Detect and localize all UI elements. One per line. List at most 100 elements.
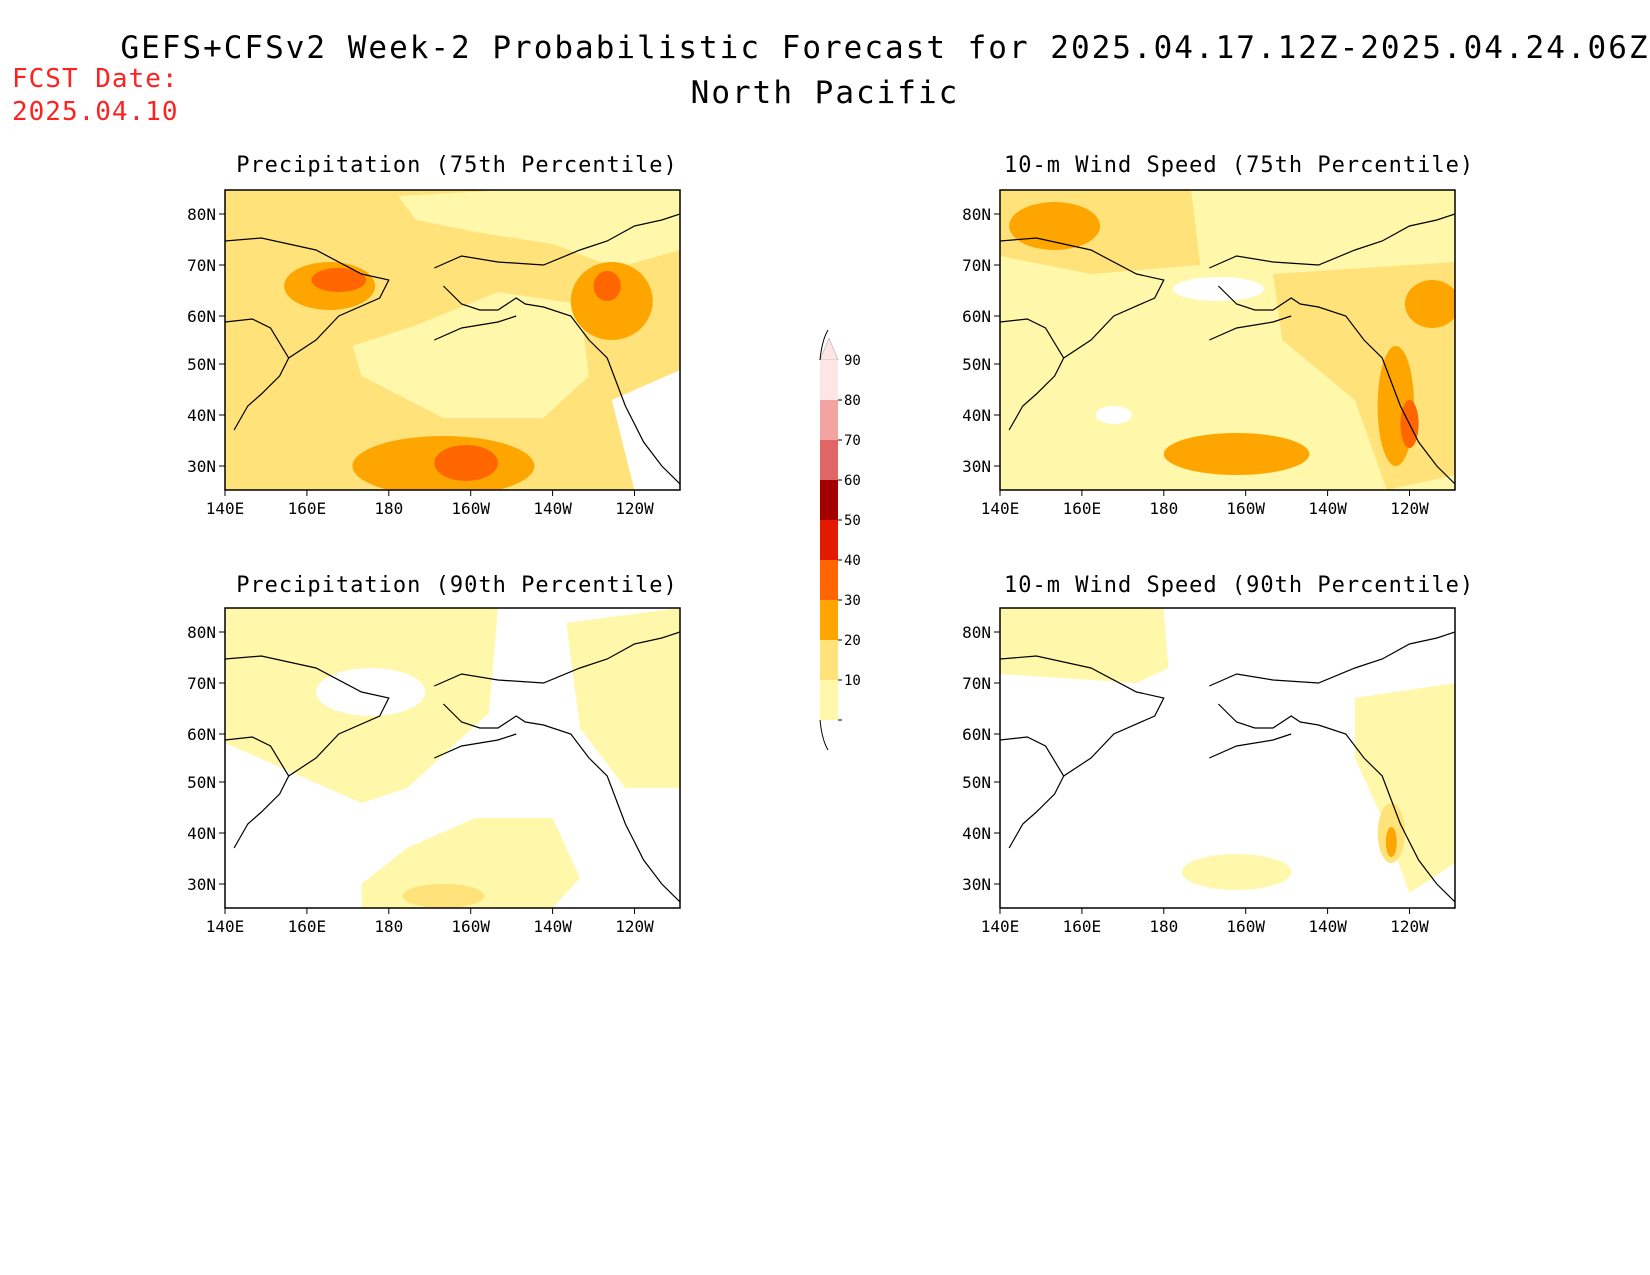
coastline [1000,213,1455,485]
lon-tick-label: 160E [288,917,327,936]
map-wind75: 140E 160E 180 160W 140W 120W 80N 70N 60N 50N 40N 30… [962,189,1456,518]
coastline-path [434,631,680,687]
lon-tick-label: 140E [206,499,245,518]
map-panel-precip75: 140E 160E 180 160W 140W 120W 80N 70N 60N 50N 40N 30… [170,185,710,525]
map-panel-wind90: 140E 160E 180 160W 140W 120W 80N 70N 60N 50N 40N 30… [945,603,1485,943]
lat-tick-label: 70N [187,674,216,693]
shading-mid [570,262,653,340]
colorbar-swatch [820,400,838,440]
colorbar-cap-top [819,337,839,361]
lon-tick-label: 180 [1149,499,1178,518]
lon-tick-label: 120W [615,499,654,518]
lat-tick-label: 40N [962,406,991,425]
lat-tick-label: 70N [962,256,991,275]
lat-tick-label: 60N [962,307,991,326]
lat-tick-label: 60N [962,725,991,744]
fcst-date-value: 2025.04.10 [12,97,179,127]
lat-tick-label: 40N [187,406,216,425]
coastline-path [1209,315,1292,341]
lat-tick-label: 60N [187,725,216,744]
panel-title-wind90: 10-m Wind Speed (90th Percentile) [1004,573,1475,598]
coastline [225,631,680,903]
page-title: GEFS+CFSv2 Week-2 Probabilistic Forecast… [120,30,1650,66]
lon-tick-label: 120W [1390,917,1429,936]
shading-light [352,292,589,418]
shading-high [434,445,498,481]
lon-tick-label: 180 [1149,917,1178,936]
colorbar-swatch [820,680,838,720]
coastline-path [434,315,517,341]
lat-tick-label: 60N [187,307,216,326]
coastline-path [1209,213,1455,269]
lon-tick-label: 140W [1308,499,1347,518]
coastline-path [442,703,680,903]
lon-tick-label: 160W [451,917,490,936]
colorbar-label: 60 [844,473,861,489]
coastline-path [233,775,290,849]
shading-mid [1009,202,1101,250]
coastline-path [434,733,517,759]
colorbar-label: 30 [844,593,861,609]
map-frame [224,607,681,909]
colorbar-swatch [820,560,838,600]
map-frame [999,607,1456,909]
coastline-path [1209,733,1292,759]
coastline-path [233,357,290,431]
lat-tick-label: 30N [962,875,991,894]
colorbar-swatch [820,440,838,480]
colorbar-swatch [820,640,838,680]
shading-mid [1163,433,1310,475]
lon-tick-label: 140E [981,917,1020,936]
coastline-path [225,655,390,777]
shading-light [397,190,680,268]
lat-tick-label: 70N [962,674,991,693]
coastline-path [1217,703,1455,903]
coastline-path [1217,285,1455,485]
lat-tick-label: 30N [187,457,216,476]
lat-tick-label: 70N [187,256,216,275]
lat-tick-label: 80N [187,623,216,642]
shading-none [516,662,571,686]
panel-title-precip90: Precipitation (90th Percentile) [236,573,678,598]
map-panel-precip90: 140E 160E 180 160W 140W 120W 80N 70N 60N 50N 40N 30… [170,603,710,943]
coastline [225,213,680,485]
map-precip90: 140E 160E 180 160W 140W 120W 80N 70N 60N 50N 40N 30… [187,607,681,936]
colorbar-cap-bottom [819,719,829,751]
shading-none [316,668,426,716]
lon-tick-label: 140W [1308,917,1347,936]
shaded-field [225,608,680,908]
lat-tick-label: 40N [962,824,991,843]
colorbar-label: 10 [844,673,861,689]
coastline-path [225,237,390,359]
map-panel-wind75: 140E 160E 180 160W 140W 120W 80N 70N 60N 50N 40N 30… [945,185,1485,525]
map-frame [999,189,1456,491]
panel-title-precip75: Precipitation (75th Percentile) [236,153,678,178]
shading-light [1182,854,1292,890]
shading-light [361,818,580,908]
lon-tick-label: 140E [206,917,245,936]
lon-tick-label: 160W [1226,917,1265,936]
coastline-path [1000,237,1165,359]
colorbar: 90 80 70 60 50 40 30 20 10 [800,329,880,751]
colorbar-label: 20 [844,633,861,649]
colorbar-swatch [820,360,838,400]
lon-tick-label: 160E [1063,917,1102,936]
lon-tick-label: 140W [533,499,572,518]
colorbar-label: 50 [844,513,861,529]
region-subtitle: North Pacific [690,75,960,111]
colorbar-swatch [820,600,838,640]
lat-tick-label: 80N [962,623,991,642]
shading-none [1172,277,1264,301]
lon-tick-label: 180 [374,499,403,518]
lat-tick-label: 50N [962,773,991,792]
coastline [1000,631,1455,903]
lat-tick-label: 40N [187,824,216,843]
colorbar-label: 80 [844,393,861,409]
lat-tick-label: 80N [962,205,991,224]
lon-tick-label: 120W [615,917,654,936]
shading-none [1095,406,1132,424]
colorbar-label: 90 [844,353,861,369]
coastline-path [434,213,680,269]
coastline-path [442,285,680,485]
shaded-field [1000,190,1455,490]
